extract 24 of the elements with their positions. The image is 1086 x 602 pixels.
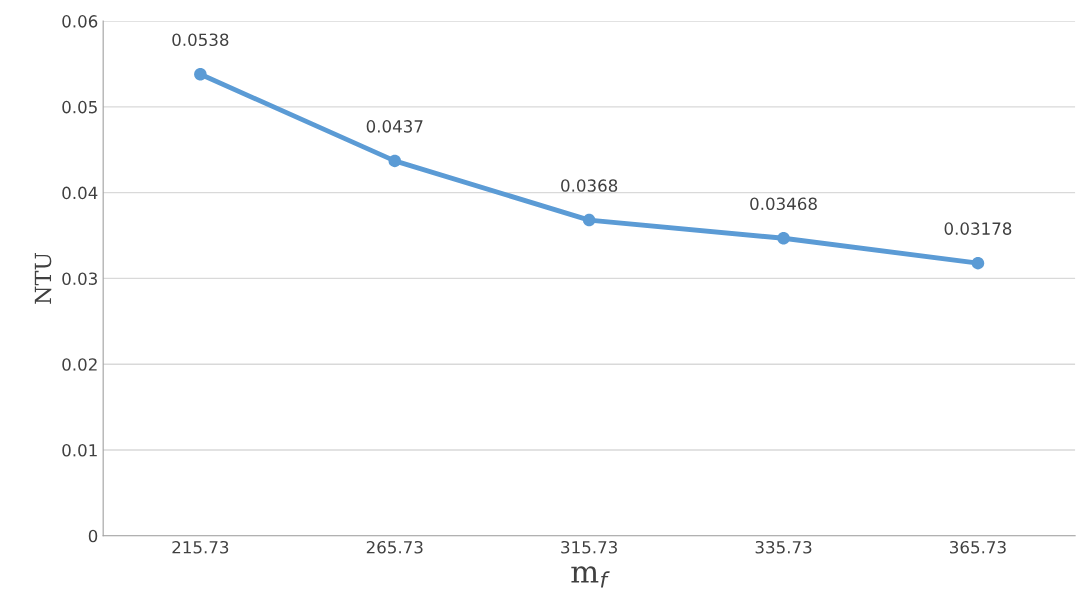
point (777, 232, 790, 245)
x-tick-label: 265.73 (366, 540, 423, 554)
x-tick-label: 215.73 (172, 540, 229, 554)
y-axis-title: NTU (34, 252, 52, 304)
y-tick-label: 0.04 (62, 186, 98, 200)
data-label: 0.0538 (172, 33, 229, 47)
x-tick-label: 335.73 (755, 540, 812, 554)
point (388, 154, 402, 168)
data-label: 0.03468 (750, 197, 817, 211)
point (194, 68, 207, 81)
x-axis-title: m$_{f}$ (571, 566, 610, 588)
y-tick-label: 0.03 (62, 272, 97, 285)
x-tick-label: 365.73 (950, 540, 1006, 554)
data-label: 0.0437 (366, 120, 423, 133)
y-tick-label: 0.06 (62, 15, 98, 28)
y-tick-label: 0.02 (62, 358, 97, 371)
y-tick-label: 0 (88, 529, 98, 543)
data-label: 0.03178 (944, 222, 1012, 235)
x-tick-label: 315.73 (561, 540, 617, 554)
y-tick-label: 0.05 (62, 100, 97, 114)
point (582, 213, 596, 227)
point (971, 256, 985, 270)
y-tick-label: 0.01 (62, 443, 97, 457)
data-label: 0.0368 (561, 179, 618, 192)
